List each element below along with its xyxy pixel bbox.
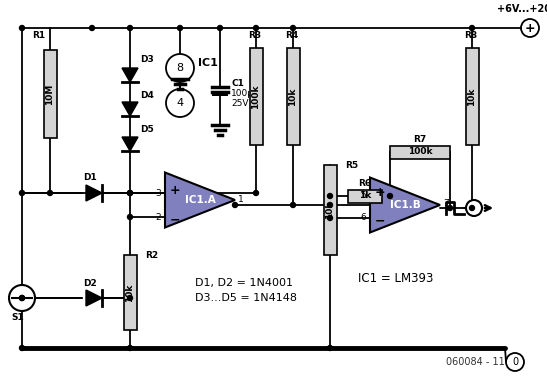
Circle shape xyxy=(469,25,474,30)
FancyBboxPatch shape xyxy=(212,91,228,96)
Text: +6V...+20V: +6V...+20V xyxy=(497,4,547,14)
Circle shape xyxy=(9,285,35,311)
Text: 0: 0 xyxy=(512,357,518,367)
Text: D1, D2 = 1N4001: D1, D2 = 1N4001 xyxy=(195,278,293,288)
Circle shape xyxy=(466,200,482,216)
Text: −: − xyxy=(170,213,181,227)
Circle shape xyxy=(387,194,393,199)
Circle shape xyxy=(127,25,132,30)
Text: 10k: 10k xyxy=(288,87,298,106)
Circle shape xyxy=(127,191,132,196)
Circle shape xyxy=(218,25,223,30)
Circle shape xyxy=(20,296,25,301)
Circle shape xyxy=(328,216,333,221)
Circle shape xyxy=(127,346,132,351)
FancyBboxPatch shape xyxy=(348,190,382,202)
Text: 6: 6 xyxy=(360,213,366,222)
Circle shape xyxy=(469,205,474,210)
Circle shape xyxy=(127,296,132,301)
Text: R5: R5 xyxy=(345,160,358,169)
FancyBboxPatch shape xyxy=(124,255,137,330)
Circle shape xyxy=(290,25,295,30)
FancyBboxPatch shape xyxy=(287,48,300,145)
Circle shape xyxy=(506,353,524,371)
Text: 10M: 10M xyxy=(45,83,55,105)
Text: 100μ: 100μ xyxy=(231,89,254,99)
Circle shape xyxy=(447,205,452,210)
Circle shape xyxy=(90,25,95,30)
Circle shape xyxy=(521,19,539,37)
Text: D3...D5 = 1N4148: D3...D5 = 1N4148 xyxy=(195,293,297,303)
Text: R4: R4 xyxy=(286,31,299,41)
Text: +: + xyxy=(525,22,536,34)
Polygon shape xyxy=(122,137,138,151)
Text: 10k: 10k xyxy=(468,87,476,106)
Text: R7: R7 xyxy=(414,136,427,144)
Text: 100k: 100k xyxy=(252,84,260,109)
Text: 4: 4 xyxy=(177,98,184,108)
Circle shape xyxy=(177,25,183,30)
Text: 1: 1 xyxy=(238,196,244,205)
Text: 1k: 1k xyxy=(359,191,371,200)
Text: IC1.B: IC1.B xyxy=(389,200,421,210)
Polygon shape xyxy=(86,185,102,201)
Text: −: − xyxy=(375,215,385,227)
Circle shape xyxy=(253,191,259,196)
Text: 100k: 100k xyxy=(408,147,432,157)
Text: D1: D1 xyxy=(83,174,97,183)
Circle shape xyxy=(20,346,25,351)
Text: 5: 5 xyxy=(360,191,366,200)
Text: D3: D3 xyxy=(140,55,154,64)
Text: R8: R8 xyxy=(464,31,478,41)
Circle shape xyxy=(253,25,259,30)
Polygon shape xyxy=(122,102,138,116)
Text: R2: R2 xyxy=(145,251,158,260)
Text: D4: D4 xyxy=(140,91,154,100)
Circle shape xyxy=(48,191,53,196)
Text: IC1.A: IC1.A xyxy=(185,195,216,205)
Text: R1: R1 xyxy=(32,30,45,39)
FancyBboxPatch shape xyxy=(390,146,450,158)
Text: 3: 3 xyxy=(155,188,161,197)
Text: D5: D5 xyxy=(140,125,154,135)
FancyBboxPatch shape xyxy=(323,165,336,255)
Circle shape xyxy=(166,89,194,117)
Circle shape xyxy=(328,194,333,199)
Text: 8: 8 xyxy=(177,63,184,73)
Polygon shape xyxy=(86,290,102,306)
Polygon shape xyxy=(370,177,440,232)
Text: 25V: 25V xyxy=(231,100,248,108)
Text: R6: R6 xyxy=(358,180,371,188)
Text: R3: R3 xyxy=(248,31,261,41)
Polygon shape xyxy=(122,68,138,82)
Circle shape xyxy=(328,202,333,207)
Circle shape xyxy=(127,191,132,196)
Text: 7: 7 xyxy=(443,199,449,207)
Circle shape xyxy=(328,346,333,351)
Text: 10k: 10k xyxy=(125,283,135,302)
Text: 060084 - 11: 060084 - 11 xyxy=(446,357,505,367)
FancyBboxPatch shape xyxy=(44,50,56,138)
Circle shape xyxy=(232,202,237,207)
FancyBboxPatch shape xyxy=(465,48,479,145)
Text: D2: D2 xyxy=(83,279,97,288)
Text: IC1: IC1 xyxy=(198,58,218,68)
Polygon shape xyxy=(165,172,235,227)
Circle shape xyxy=(20,296,25,301)
FancyBboxPatch shape xyxy=(249,48,263,145)
Text: S1: S1 xyxy=(11,313,25,323)
Text: IC1 = LM393: IC1 = LM393 xyxy=(358,271,433,285)
Text: 2: 2 xyxy=(155,213,161,221)
Circle shape xyxy=(20,191,25,196)
Circle shape xyxy=(166,54,194,82)
Circle shape xyxy=(290,202,295,207)
Circle shape xyxy=(127,215,132,219)
Text: +: + xyxy=(375,186,385,199)
Text: 10k: 10k xyxy=(325,201,335,219)
Text: +: + xyxy=(170,183,181,196)
Circle shape xyxy=(20,25,25,30)
Text: C1: C1 xyxy=(231,80,244,89)
